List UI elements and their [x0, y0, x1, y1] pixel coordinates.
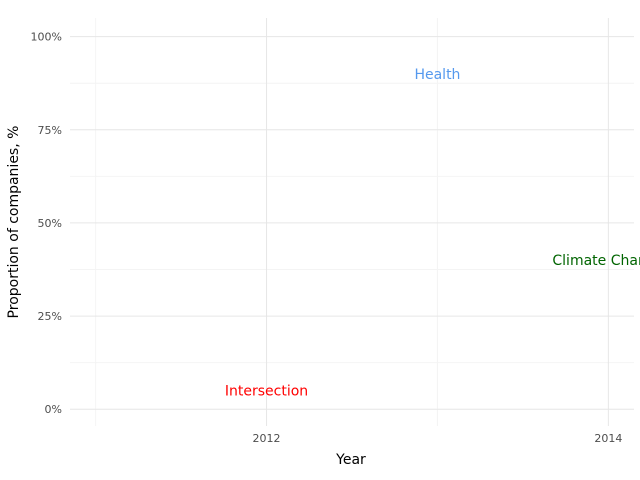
- x-axis-ticks: 2012 2014: [253, 432, 623, 445]
- annotation-label: Health: [414, 67, 460, 83]
- annotation-label: Climate Change: [552, 253, 640, 269]
- y-axis-title: Proportion of companies, %: [6, 126, 22, 319]
- y-tick-label: 75%: [38, 124, 62, 137]
- y-tick-label: 100%: [31, 31, 62, 44]
- x-tick-label: 2014: [594, 432, 622, 445]
- y-tick-label: 50%: [38, 217, 62, 230]
- y-tick-label: 25%: [38, 310, 62, 323]
- annotations: Health Climate Change Intersection: [225, 67, 640, 400]
- minor-gridlines: [70, 18, 634, 426]
- y-axis-ticks: 0% 25% 50% 75% 100%: [31, 31, 62, 417]
- y-tick-label: 0%: [45, 403, 62, 416]
- x-tick-label: 2012: [253, 432, 281, 445]
- major-gridlines: [70, 18, 634, 426]
- annotation-label: Intersection: [225, 384, 308, 400]
- x-axis-title: Year: [335, 452, 366, 468]
